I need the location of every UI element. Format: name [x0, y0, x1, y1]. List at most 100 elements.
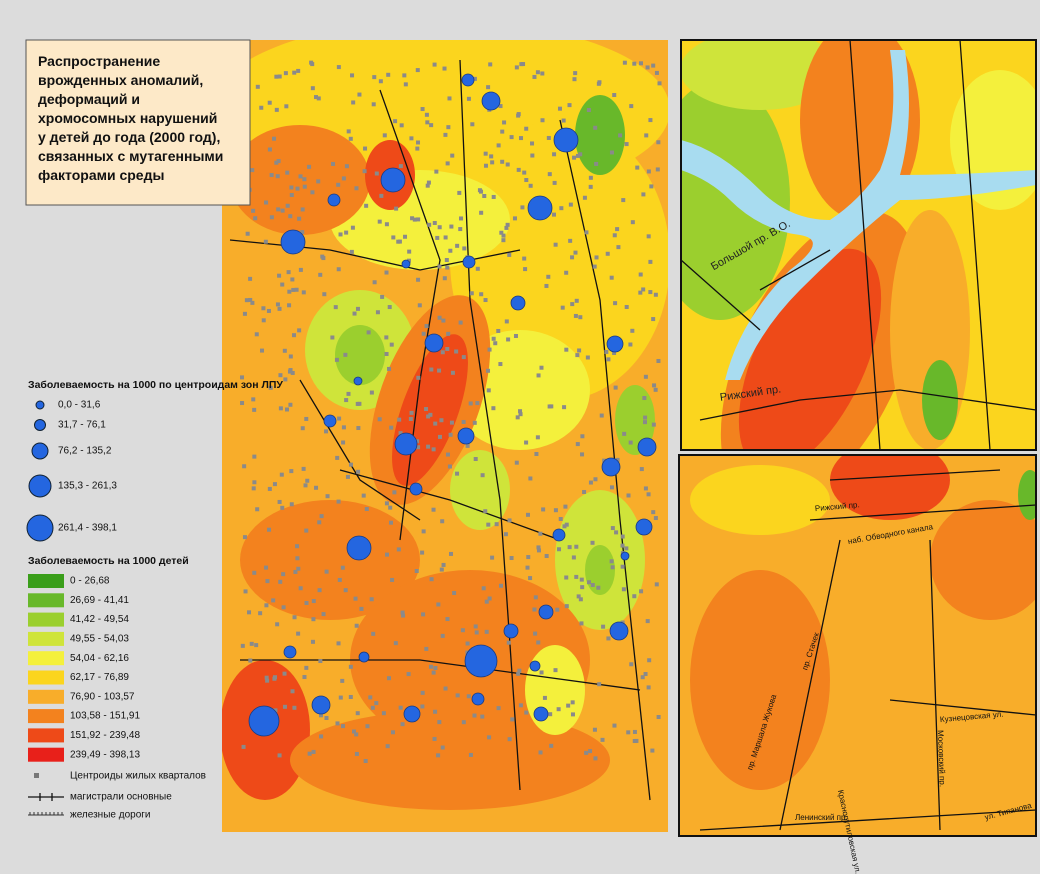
block-centroid — [426, 444, 431, 449]
block-centroid — [354, 623, 359, 628]
block-centroid — [614, 530, 619, 535]
block-centroid — [393, 641, 398, 646]
block-centroid — [317, 588, 322, 593]
lpu-circle — [462, 255, 476, 269]
block-centroid — [491, 336, 496, 341]
legend-label: 62,17 - 76,89 — [70, 672, 129, 683]
block-centroid — [496, 143, 501, 148]
block-centroid — [609, 485, 614, 490]
block-centroid — [646, 169, 651, 174]
block-centroid — [643, 672, 648, 677]
block-centroid — [269, 215, 274, 220]
legend-label: 135,3 - 261,3 — [58, 481, 117, 492]
block-centroid — [389, 342, 394, 347]
block-centroid — [519, 136, 524, 141]
block-centroid — [546, 135, 551, 140]
block-centroid — [472, 76, 477, 81]
block-centroid — [284, 104, 289, 109]
block-centroid — [536, 373, 541, 378]
block-centroid — [310, 639, 315, 644]
block-centroid — [523, 267, 528, 272]
block-centroid — [277, 273, 282, 278]
block-centroid — [475, 401, 480, 406]
block-centroid — [409, 410, 414, 415]
title-line: Распространение — [38, 53, 160, 69]
block-centroid — [248, 276, 253, 281]
block-centroid — [294, 287, 299, 292]
block-centroid — [410, 216, 415, 221]
block-centroid — [407, 249, 412, 254]
block-centroid — [504, 319, 509, 324]
block-centroid — [304, 665, 309, 670]
block-centroid — [457, 190, 462, 195]
block-centroid — [290, 277, 295, 282]
block-centroid — [435, 235, 440, 240]
legend-swatch — [28, 651, 64, 666]
block-centroid — [365, 724, 370, 729]
block-centroid — [417, 303, 422, 308]
block-centroid — [564, 270, 569, 275]
block-centroid — [370, 705, 375, 710]
block-centroid — [563, 504, 568, 509]
block-centroid — [432, 220, 437, 225]
block-centroid — [530, 141, 535, 146]
block-centroid — [346, 129, 351, 134]
block-centroid — [274, 74, 279, 79]
block-centroid — [498, 362, 503, 367]
block-centroid — [374, 171, 379, 176]
block-centroid — [334, 357, 339, 362]
block-centroid — [387, 366, 392, 371]
block-centroid — [432, 736, 437, 741]
block-centroid — [483, 298, 488, 303]
block-centroid — [289, 469, 294, 474]
legend-swatch — [28, 612, 64, 627]
block-centroid — [350, 73, 355, 78]
block-centroid — [559, 206, 564, 211]
block-centroid — [428, 412, 433, 417]
block-centroid — [579, 577, 584, 582]
lpu-circle — [358, 651, 370, 663]
block-centroid — [590, 583, 595, 588]
block-centroid — [600, 737, 605, 742]
block-centroid — [524, 126, 529, 131]
legend-circle — [35, 400, 45, 410]
block-centroid — [593, 477, 598, 482]
block-centroid — [570, 700, 575, 705]
block-centroid — [369, 390, 374, 395]
block-centroid — [613, 301, 618, 306]
block-centroid — [524, 710, 529, 715]
lpu-circle — [606, 335, 624, 353]
block-centroid — [494, 522, 499, 527]
block-centroid — [486, 388, 491, 393]
block-centroid — [499, 230, 504, 235]
block-centroid — [540, 118, 545, 123]
block-centroid — [651, 510, 656, 515]
block-centroid — [254, 643, 259, 648]
block-centroid — [289, 185, 294, 190]
block-centroid — [544, 553, 549, 558]
block-centroid — [252, 480, 257, 485]
block-centroid — [249, 641, 254, 646]
block-centroid — [632, 729, 637, 734]
block-centroid — [420, 107, 425, 112]
block-centroid — [578, 597, 583, 602]
block-centroid — [486, 522, 491, 527]
block-centroid — [582, 195, 587, 200]
block-centroid — [538, 531, 543, 536]
block-centroid — [645, 619, 650, 624]
block-centroid — [314, 485, 319, 490]
block-centroid — [461, 419, 466, 424]
legend: Заболеваемость на 1000 по центроидам зон… — [26, 379, 283, 821]
block-centroid — [311, 599, 316, 604]
block-centroid — [449, 420, 454, 425]
block-centroid — [490, 555, 495, 560]
block-centroid — [517, 668, 522, 673]
block-centroid — [400, 610, 405, 615]
block-centroid — [415, 439, 420, 444]
block-centroid — [240, 643, 245, 648]
block-centroid — [533, 631, 538, 636]
block-centroid — [282, 704, 287, 709]
block-centroid — [570, 302, 575, 307]
legend-label: 0,0 - 31,6 — [58, 400, 101, 411]
block-centroid — [570, 712, 575, 717]
